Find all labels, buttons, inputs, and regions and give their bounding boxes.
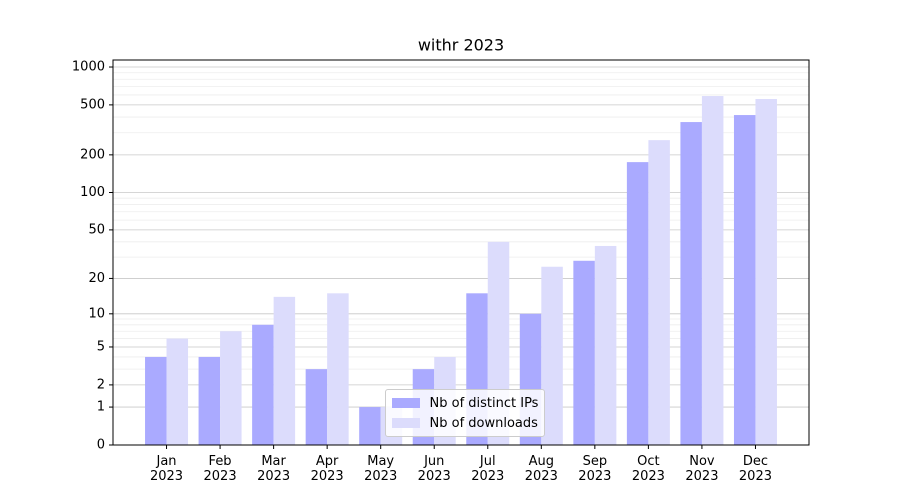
bar [305,369,328,445]
y-tick-label: 10 [88,306,105,321]
y-tick-label: 500 [80,97,105,112]
x-tick-label: Aug 2023 [524,454,558,484]
bar [648,140,670,446]
x-tick-label: Jun 2023 [417,454,451,484]
x-tick-label: Sep 2023 [578,454,612,484]
y-tick-label: 50 [88,222,105,237]
x-tick-label: Nov 2023 [685,454,719,484]
bar [273,296,296,445]
legend-label: Nb of distinct IPs [429,395,539,411]
bar [252,324,274,445]
bar [145,356,167,445]
y-tick-label: 5 [97,339,105,354]
legend-label: Nb of downloads [429,415,538,431]
chart-title: withr 2023 [418,36,504,55]
x-tick-label: Apr 2023 [310,454,344,484]
legend-entry: Nb of downloads [391,413,539,433]
y-tick-label: 1 [97,400,105,415]
bar [327,293,349,445]
bar [701,96,724,446]
x-tick-label: May 2023 [364,454,398,484]
y-tick-label: 200 [80,147,105,162]
bar [166,338,189,445]
y-tick-label: 1000 [72,60,105,75]
bar [733,115,756,446]
legend-swatch [391,418,420,428]
legend-swatch [391,398,420,408]
x-tick-label: Feb 2023 [203,454,237,484]
x-tick-label: Mar 2023 [257,454,291,484]
y-tick-label: 20 [88,271,105,286]
y-tick-label: 2 [97,377,105,392]
bar [594,245,617,445]
x-tick-label: Dec 2023 [738,454,772,484]
bar [626,162,649,445]
bar [198,356,221,445]
plot-frame [112,59,810,446]
bar [573,260,595,445]
bar [220,331,242,445]
x-tick-label: Jan 2023 [149,454,184,484]
x-tick-label: Jul 2023 [471,454,505,484]
bar [680,122,702,446]
bar [541,266,563,445]
bar [359,407,381,445]
legend: Nb of distinct IPs Nb of downloads [384,389,546,437]
bar [755,98,777,445]
y-tick-label: 0 [97,438,105,453]
legend-entry: Nb of distinct IPs [391,393,539,413]
x-tick-label: Oct 2023 [631,454,665,484]
y-tick-label: 100 [80,185,105,200]
